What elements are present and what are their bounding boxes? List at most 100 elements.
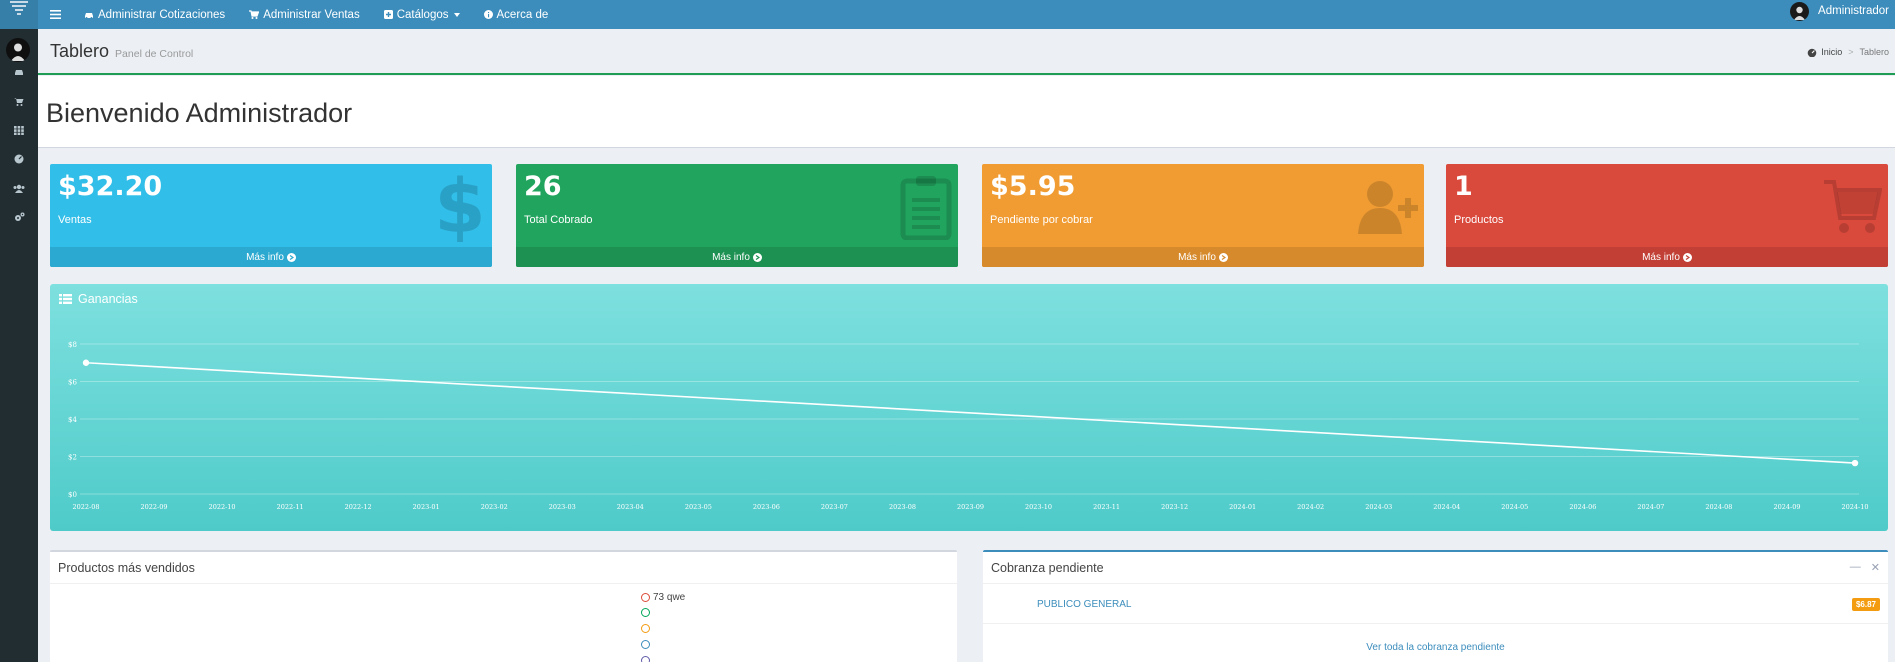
x-tick-label: 2023-09	[957, 503, 984, 511]
arrow-circle-right-icon	[1218, 252, 1228, 262]
nav-administrar-cotizaciones[interactable]: Administrar Cotizaciones	[72, 0, 237, 29]
page-subtitle: Panel de Control	[115, 48, 194, 60]
mas-info-link[interactable]: Más info	[982, 247, 1424, 267]
legend-circle-icon	[641, 656, 650, 662]
x-tick-label: 2022-10	[209, 503, 236, 511]
stat-value: $32.20	[58, 171, 163, 202]
collapse-button[interactable]: —	[1849, 561, 1861, 573]
x-tick-label: 2024-06	[1569, 503, 1596, 511]
chevron-down-icon	[453, 12, 460, 17]
x-tick-label: 2022-09	[141, 503, 168, 511]
x-tick-label: 2022-08	[72, 503, 99, 511]
legend-circle-icon	[641, 593, 650, 602]
legend-circle-icon	[641, 624, 650, 633]
view-all-pending-link[interactable]: Ver toda la cobranza pendiente	[1366, 642, 1505, 653]
x-tick-label: 2023-04	[617, 503, 644, 511]
hamburger-icon	[49, 10, 61, 19]
x-tick-label: 2024-02	[1297, 503, 1324, 511]
legend-item	[641, 656, 653, 662]
nav-administrar-ventas[interactable]: Administrar Ventas	[237, 0, 372, 29]
sidebar-item-catalogos[interactable]	[0, 117, 38, 143]
stat-box-productos: 1 Productos Más info	[1446, 164, 1888, 267]
y-tick-label: $4	[68, 416, 77, 424]
list-item: PUBLICO GENERAL $6.87	[983, 585, 1888, 624]
legend-item	[641, 640, 653, 649]
table-icon	[59, 294, 72, 304]
nav-label: Acerca de	[496, 8, 549, 21]
x-tick-label: 2023-07	[821, 503, 848, 511]
pending-collection-panel: Cobranza pendiente — ✕ PUBLICO GENERAL $…	[983, 550, 1888, 662]
nav-label: Administrar Ventas	[263, 8, 360, 21]
car-icon	[85, 12, 93, 19]
amount-badge: $6.87	[1851, 598, 1880, 611]
welcome-heading: Bienvenido Administrador	[46, 98, 353, 128]
breadcrumb-current: Tablero	[1859, 47, 1889, 57]
sidebar-item-usuarios[interactable]	[0, 175, 38, 201]
mas-info-link[interactable]: Más info	[516, 247, 958, 267]
welcome-band: Bienvenido Administrador	[38, 76, 1895, 148]
sidebar-avatar[interactable]	[6, 38, 30, 62]
x-tick-label: 2024-08	[1705, 503, 1732, 511]
mas-info-link[interactable]: Más info	[1446, 247, 1888, 267]
avatar-icon	[11, 43, 25, 61]
plus-square-icon	[383, 10, 393, 19]
user-menu[interactable]: Administrador	[1790, 0, 1889, 22]
x-tick-label: 2024-03	[1365, 503, 1392, 511]
mas-info-link[interactable]: Más info	[50, 247, 492, 267]
cogs-icon	[14, 212, 24, 221]
stat-label: Pendiente por cobrar	[990, 214, 1093, 226]
car-icon	[15, 70, 23, 75]
svg-text:$: $	[434, 172, 486, 242]
sidebar-toggle-button[interactable]	[38, 0, 72, 29]
breadcrumb-home-link[interactable]: Inicio	[1821, 47, 1843, 57]
stat-box-pendiente: $5.95 Pendiente por cobrar Más info	[982, 164, 1424, 267]
breadcrumb: Inicio > Tablero	[1807, 47, 1889, 57]
legend-circle-icon	[641, 608, 650, 617]
x-tick-label: 2023-02	[481, 503, 508, 511]
x-tick-label: 2023-10	[1025, 503, 1052, 511]
sidebar-item-tablero[interactable]	[0, 146, 38, 172]
logo[interactable]	[0, 0, 38, 29]
series-line	[85, 361, 1856, 464]
users-icon	[13, 184, 25, 193]
user-avatar	[1790, 1, 1810, 21]
nav-acerca-de[interactable]: Acerca de	[472, 0, 561, 29]
x-tick-label: 2024-10	[1841, 503, 1868, 511]
nav-label: Catálogos	[396, 8, 449, 21]
top-navbar: Administrar Cotizaciones Administrar Ven…	[0, 0, 1895, 29]
stat-box-total-cobrado: 26 Total Cobrado Más info	[516, 164, 958, 267]
data-point	[82, 359, 90, 366]
x-tick-label: 2022-11	[277, 503, 304, 511]
legend-circle-icon	[641, 640, 650, 649]
x-tick-label: 2023-12	[1161, 503, 1188, 511]
data-point	[1851, 459, 1859, 467]
legend-item	[641, 608, 653, 617]
nav-catalogos-dropdown[interactable]: Catálogos	[372, 0, 472, 29]
stat-label: Ventas	[58, 214, 92, 226]
info-circle-icon	[483, 10, 493, 19]
stat-value: 26	[524, 171, 562, 202]
x-tick-label: 2024-09	[1773, 503, 1800, 511]
stat-label: Productos	[1454, 214, 1504, 226]
x-tick-label: 2022-12	[345, 503, 372, 511]
user-plus-icon	[1356, 176, 1418, 241]
y-tick-label: $2	[68, 454, 77, 462]
top-products-panel: Productos más vendidos 73 qwe	[50, 550, 957, 662]
dollar-icon: $	[434, 164, 486, 250]
tornado-logo-icon	[10, 1, 28, 15]
dashboard-icon	[14, 154, 24, 164]
sidebar-item-ventas[interactable]	[0, 88, 38, 114]
sidebar-item-configuracion[interactable]	[0, 204, 38, 230]
panel-title: Cobranza pendiente	[983, 552, 1888, 584]
user-name: Administrador	[1818, 5, 1889, 17]
sidebar-item-cotizaciones[interactable]	[0, 59, 38, 85]
customer-link[interactable]: PUBLICO GENERAL	[1037, 599, 1132, 610]
close-button[interactable]: ✕	[1870, 562, 1880, 574]
x-tick-label: 2024-01	[1229, 503, 1256, 511]
x-tick-label: 2023-06	[753, 503, 780, 511]
x-tick-label: 2024-04	[1433, 503, 1460, 511]
content-header: Tablero Panel de Control Inicio > Tablero	[38, 29, 1895, 75]
y-tick-label: $6	[68, 379, 77, 387]
y-tick-label: $8	[68, 341, 77, 349]
x-tick-label: 2024-07	[1637, 503, 1664, 511]
